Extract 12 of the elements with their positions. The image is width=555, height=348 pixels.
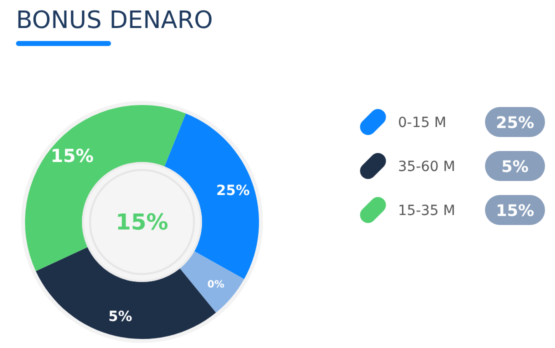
- legend-label: 0-15 M: [398, 114, 446, 131]
- text: 15%: [50, 146, 94, 167]
- text: 15%: [496, 200, 534, 220]
- legend-label: 35-60 M: [398, 158, 456, 175]
- legend-label: 15-35 M: [398, 202, 456, 219]
- text: 5%: [108, 308, 132, 325]
- text: 15%: [116, 210, 168, 236]
- text: 25%: [496, 112, 534, 132]
- text: 25%: [216, 182, 250, 199]
- chart-title: BONUS DENARO: [16, 6, 213, 34]
- text: 5%: [501, 156, 529, 176]
- text: 0%: [207, 280, 224, 291]
